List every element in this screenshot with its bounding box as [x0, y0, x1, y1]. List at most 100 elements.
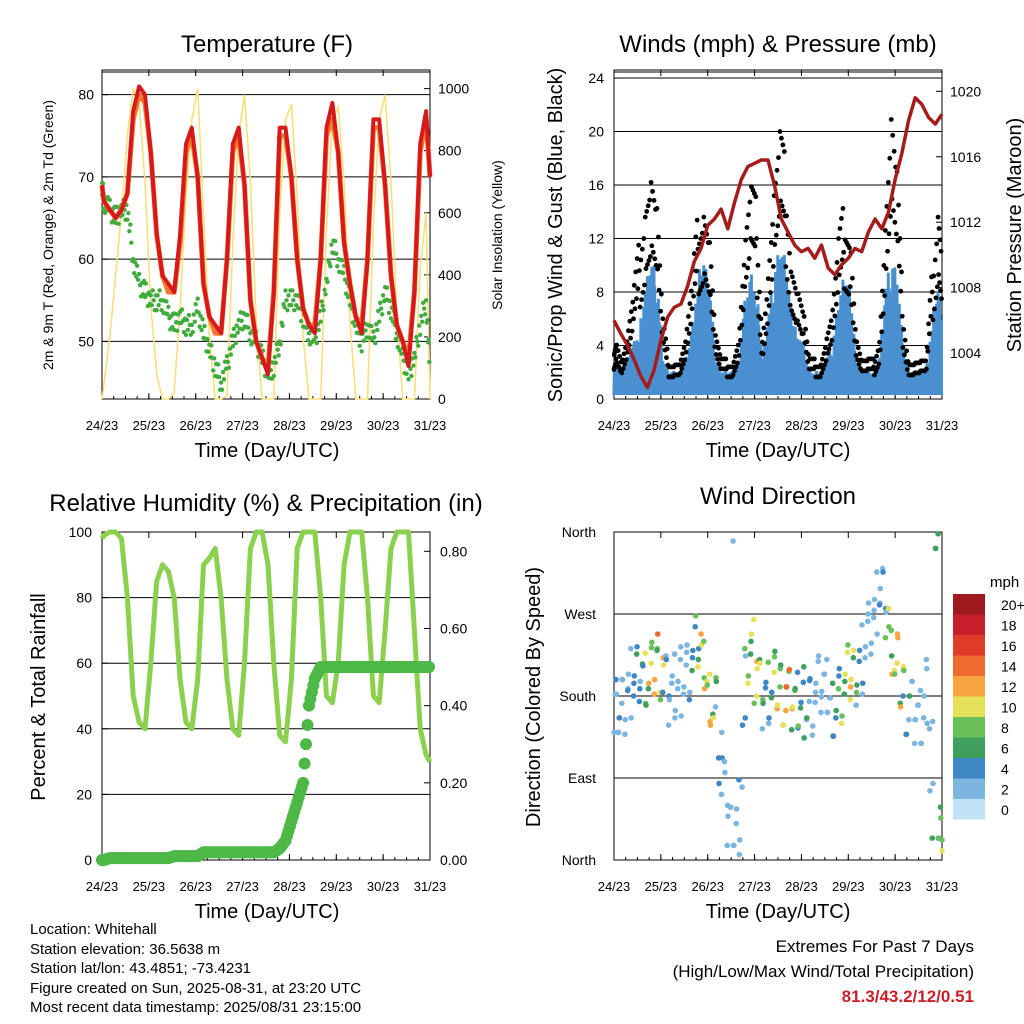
direction-point	[873, 569, 880, 575]
y-right-tick-label: 0.20	[440, 775, 467, 791]
direction-point	[868, 640, 875, 646]
gust-point	[937, 280, 942, 286]
gust-point	[787, 302, 793, 308]
gust-point	[877, 347, 883, 353]
gust-point	[687, 301, 693, 307]
dewpoint-point	[186, 312, 192, 318]
gust-point	[936, 226, 942, 231]
direction-point	[677, 644, 684, 650]
gust-point	[681, 345, 687, 351]
dewpoint-point	[275, 347, 280, 352]
gust-point	[734, 348, 740, 354]
gust-point	[769, 277, 775, 282]
x-tick-label: 30/23	[367, 418, 400, 433]
direction-point	[619, 700, 625, 707]
dewpoint-point	[221, 377, 227, 382]
legend-label: 18	[1001, 618, 1017, 634]
gust-point	[615, 348, 621, 354]
dewpoint-point	[219, 387, 225, 392]
gust-point	[828, 318, 834, 324]
direction-point	[718, 729, 725, 736]
direction-point	[742, 715, 748, 721]
x-tick-label: 31/23	[926, 418, 959, 433]
gust-point	[736, 353, 742, 358]
x-tick-label: 30/23	[879, 879, 912, 894]
direction-point	[668, 680, 675, 687]
direction-point	[692, 613, 699, 619]
gust-point	[926, 331, 932, 337]
gust-point	[834, 260, 840, 265]
y-tick-label: 60	[78, 251, 94, 267]
direction-point	[675, 678, 681, 685]
direction-point	[722, 769, 728, 776]
direction-point	[678, 713, 684, 719]
gust-point	[732, 353, 738, 359]
gust-point	[780, 142, 786, 148]
legend-swatch	[953, 676, 985, 697]
gust-point	[741, 262, 747, 268]
gust-point	[830, 307, 836, 313]
direction-point	[760, 700, 766, 707]
gust-point	[936, 272, 941, 278]
direction-point	[683, 662, 690, 668]
dewpoint-point	[417, 323, 422, 328]
direction-point	[672, 715, 678, 721]
gust-point	[757, 289, 762, 295]
gust-point	[620, 357, 625, 363]
direction-point	[939, 837, 945, 843]
legend-label: 0	[1001, 802, 1009, 818]
winds-ylabel-right: Station Pressure (Maroon)	[1004, 118, 1024, 353]
direction-point	[748, 638, 754, 645]
direction-point	[660, 662, 667, 668]
direction-point	[762, 685, 769, 691]
x-tick-label: 25/23	[645, 418, 678, 433]
direction-point	[833, 707, 839, 714]
direction-point	[713, 678, 720, 685]
gust-point	[686, 331, 692, 336]
direction-point	[926, 726, 933, 732]
gust-point	[656, 234, 661, 240]
gust-point	[629, 328, 635, 334]
winds-panel: Winds (mph) & Pressure (mb) 24/23 25/23 26…	[545, 31, 1024, 462]
gust-point	[854, 339, 860, 345]
dewpoint-point	[419, 319, 425, 324]
direction-point	[853, 702, 859, 708]
direction-point	[774, 702, 781, 708]
dewpoint-point	[226, 365, 232, 370]
dewpoint-point	[127, 229, 132, 234]
extremes-values: 81.3/43.2/12/0.51	[841, 987, 974, 1006]
gust-point	[900, 345, 906, 350]
gust-point	[829, 337, 835, 343]
direction-point	[788, 726, 795, 733]
direction-point	[706, 671, 713, 677]
dewpoint-point	[328, 264, 333, 269]
gust-point	[819, 370, 825, 376]
gust-point	[688, 321, 694, 327]
dewpoint-point	[335, 264, 340, 269]
dewpoint-point	[183, 332, 189, 338]
precip-point	[423, 661, 436, 674]
humidity-ylabel-left: Percent & Total Rainfall	[28, 593, 50, 801]
direction-point	[865, 611, 871, 617]
direction-point	[742, 645, 748, 652]
x-tick-label: 31/23	[926, 879, 959, 894]
direction-point	[923, 665, 930, 672]
direction-point	[742, 653, 749, 659]
direction-plot: 24/23 25/23 26/23 27/23 28/23 29/23 30/23 31/23…	[559, 524, 958, 894]
dewpoint-point	[133, 274, 139, 279]
direction-point	[780, 722, 787, 728]
gust-point	[753, 194, 759, 200]
dewpoint-point	[406, 377, 411, 382]
station-elevation: Station elevation: 36.5638 m	[30, 940, 221, 958]
gust-point	[787, 250, 792, 256]
dewpoint-point	[404, 371, 409, 376]
gust-point	[800, 331, 806, 336]
gust-point	[851, 301, 857, 307]
direction-point	[768, 695, 775, 701]
direction-point	[619, 676, 626, 683]
gust-point	[781, 149, 787, 154]
gust-point	[923, 366, 929, 372]
temperature-panel: Temperature (F) 24/23 25/23 26/23 27/23 28/2…	[40, 31, 505, 462]
direction-point	[718, 791, 725, 798]
gust-point	[806, 352, 811, 357]
